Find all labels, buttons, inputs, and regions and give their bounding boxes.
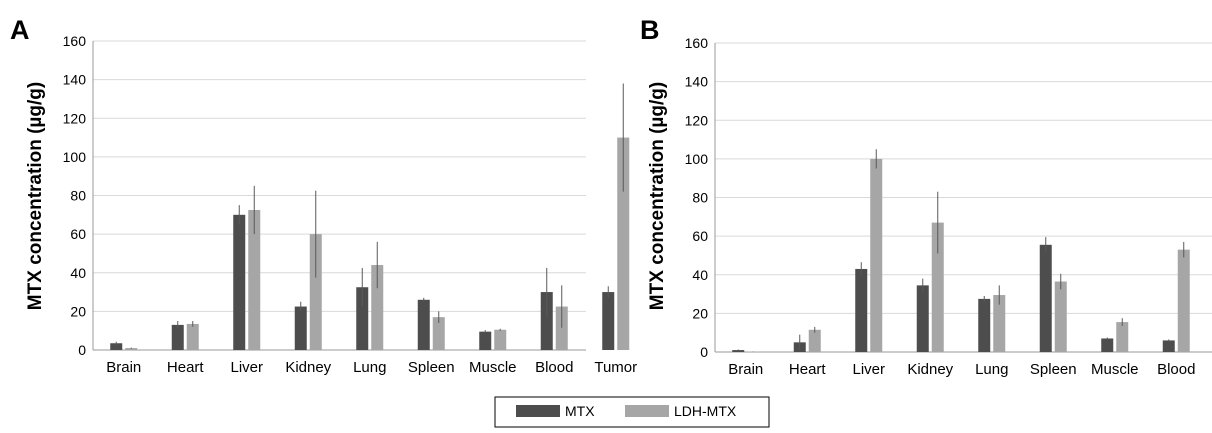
panel-b-x-tick-label-brain: Brain (728, 361, 763, 378)
panel-b-label: B (640, 15, 660, 45)
legend-swatch-mtx (516, 405, 560, 417)
panel-a-label: A (10, 15, 30, 45)
panel-a-bar-mtx-tumor (602, 292, 614, 350)
panel-b-bar-ldh-mtx-muscle (1116, 322, 1128, 352)
legend-label-mtx: MTX (565, 403, 595, 419)
panel-b-x-tick-label-blood: Blood (1157, 361, 1195, 378)
panel-b-x-tick-label-spleen: Spleen (1030, 361, 1077, 378)
panel-a-bar-ldh-mtx-muscle (494, 330, 506, 350)
panel-b-bar-mtx-muscle (1101, 338, 1113, 352)
panel-a-y-tick-label: 80 (70, 188, 86, 204)
panel-a-plot-area: 0 20 40 60 80 100 120 140 160 Brain Heart Liver Kidn… (63, 33, 638, 376)
panel-b-y-tick-label: 20 (692, 305, 708, 321)
legend-label-ldh-mtx: LDH-MTX (674, 403, 737, 419)
panel-b-y-tick-label: 0 (700, 344, 708, 360)
panel-b-bar-mtx-lung (978, 299, 990, 352)
panel-a-x-tick-label-tumor: Tumor (594, 359, 637, 376)
panel-a-x-tick-label-spleen: Spleen (408, 359, 455, 376)
panel-a-bar-ldh-mtx-heart (187, 324, 199, 350)
panel-b-x-tick-label-lung: Lung (975, 361, 1008, 378)
panel-b-bar-mtx-blood (1163, 340, 1175, 352)
panel-a-y-tick-label: 100 (63, 149, 87, 165)
panel-b-bar-mtx-liver (855, 269, 867, 352)
panel-b-x-tick-label-kidney: Kidney (907, 361, 953, 378)
panel-a-y-axis-label: MTX concentration (µg/g) (25, 82, 46, 310)
panel-a-y-tick-label: 60 (70, 226, 86, 242)
panel-a-bar-mtx-muscle (479, 332, 491, 350)
panel-b-y-tick-label: 80 (692, 190, 708, 206)
panel-b-bar-ldh-mtx-blood (1178, 250, 1190, 352)
panel-b: B MTX concentration (µg/g) 0 20 40 60 80 100 1… (640, 15, 1212, 378)
legend-swatch-ldh-mtx (625, 405, 669, 417)
panel-b-bar-ldh-mtx-spleen (1055, 282, 1067, 352)
panel-b-y-axis-label: MTX concentration (µg/g) (647, 82, 668, 310)
panel-a: A MTX concentration (µg/g) 0 20 40 60 80 100 1… (10, 15, 637, 376)
panel-a-y-tick-label: 120 (63, 110, 87, 126)
panel-a-bar-mtx-spleen (418, 300, 430, 350)
panel-a-y-tick-label: 0 (78, 342, 86, 358)
panel-a-x-tick-label-lung: Lung (353, 359, 386, 376)
panel-b-bar-mtx-kidney (917, 285, 929, 352)
panel-b-plot-area: 0 20 40 60 80 100 120 140 160 Brain Heart Liver Kidn… (685, 35, 1212, 378)
panel-b-y-tick-label: 160 (685, 35, 709, 51)
panel-a-y-tick-label: 40 (70, 265, 86, 281)
legend: MTX LDH-MTX (495, 397, 769, 427)
panel-b-y-tick-label: 140 (685, 74, 709, 90)
panel-a-x-tick-label-liver: Liver (230, 359, 263, 376)
panel-b-y-tick-label: 40 (692, 267, 708, 283)
panel-b-y-tick-label: 100 (685, 151, 709, 167)
panel-b-bar-mtx-spleen (1040, 245, 1052, 352)
panel-b-bar-ldh-mtx-heart (809, 330, 821, 352)
panel-b-y-tick-label: 120 (685, 112, 709, 128)
panel-a-x-tick-label-blood: Blood (535, 359, 573, 376)
panel-b-x-tick-label-muscle: Muscle (1091, 361, 1139, 378)
panel-a-bar-mtx-kidney (295, 307, 307, 350)
panel-a-y-tick-label: 160 (63, 33, 87, 49)
panel-b-bar-ldh-mtx-liver (870, 159, 882, 352)
panel-a-x-tick-label-kidney: Kidney (285, 359, 331, 376)
panel-a-y-tick-label: 20 (70, 303, 86, 319)
panel-a-x-tick-label-muscle: Muscle (469, 359, 517, 376)
panel-b-x-tick-label-heart: Heart (789, 361, 827, 378)
panel-a-x-tick-label-brain: Brain (106, 359, 141, 376)
panel-b-x-tick-label-liver: Liver (852, 361, 885, 378)
panel-a-bar-mtx-liver (233, 215, 245, 350)
panel-b-y-tick-label: 60 (692, 228, 708, 244)
panel-a-x-tick-label-heart: Heart (167, 359, 205, 376)
panel-a-y-tick-label: 140 (63, 72, 87, 88)
